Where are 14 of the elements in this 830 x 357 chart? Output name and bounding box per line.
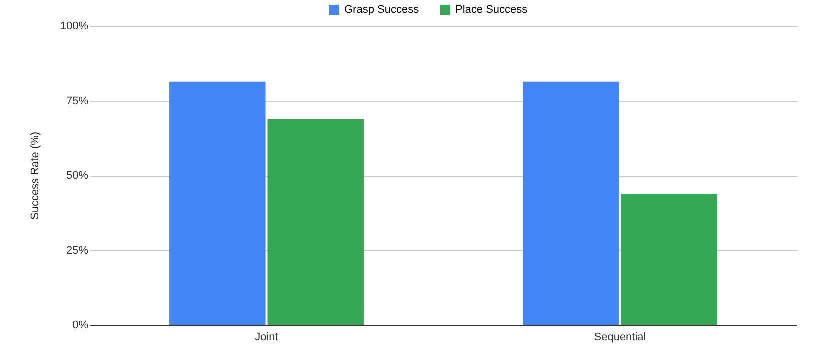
x-tick-label: Joint bbox=[255, 332, 278, 344]
legend-label: Grasp Success bbox=[344, 4, 420, 16]
bar bbox=[523, 82, 620, 325]
y-axis-title: Success Rate (%) bbox=[29, 132, 42, 220]
y-tick-label: 25% bbox=[66, 244, 89, 257]
y-tick-label: 50% bbox=[66, 170, 89, 182]
legend-label: Place Success bbox=[456, 4, 528, 16]
bar bbox=[170, 82, 266, 325]
bar bbox=[621, 194, 718, 325]
y-tick-label: 0% bbox=[72, 320, 89, 332]
y-tick-label: 100% bbox=[60, 20, 89, 32]
x-tick-label: Sequential bbox=[594, 332, 646, 344]
y-tick-label: 75% bbox=[66, 95, 89, 108]
bar bbox=[268, 119, 364, 325]
